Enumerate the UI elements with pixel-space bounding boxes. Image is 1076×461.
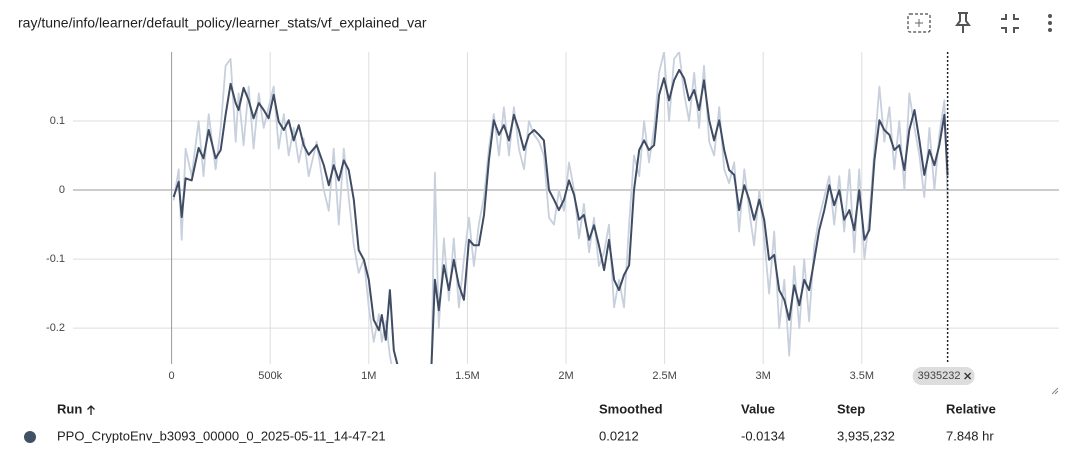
x-tick-label: 1M bbox=[361, 370, 376, 382]
x-tick-label: 3M bbox=[756, 370, 771, 382]
cursor-badge bbox=[912, 367, 975, 385]
x-tick-label: 2M bbox=[558, 370, 573, 382]
y-tick-label: -0.2 bbox=[46, 322, 65, 334]
axis-labels: -0.2 -0.1 0 0.1 0 500k 1M 1.5M 2M 2.5M 3M 3.5M 39352… bbox=[46, 115, 975, 385]
cursor-close[interactable] bbox=[964, 372, 972, 380]
collapse-button[interactable] bbox=[1001, 14, 1019, 33]
x-tick-label: 1.5M bbox=[455, 370, 479, 382]
menu-button[interactable] bbox=[1048, 14, 1052, 32]
cell: 3,935,232 bbox=[837, 428, 895, 443]
cursor-step-label: 3935232 bbox=[918, 370, 961, 382]
x-tick-label: 0 bbox=[169, 370, 175, 382]
y-tick-label: 0 bbox=[59, 184, 65, 196]
series-line bbox=[172, 52, 949, 364]
col-header[interactable]: Value bbox=[741, 401, 775, 416]
grid bbox=[73, 52, 1059, 364]
series-line bbox=[172, 68, 949, 364]
table-header: Run Smoothed Value Step Relative bbox=[57, 401, 996, 416]
cell: -0.0134 bbox=[741, 428, 785, 443]
pin-button[interactable] bbox=[955, 12, 971, 33]
col-header[interactable]: Step bbox=[837, 401, 865, 416]
plot bbox=[172, 52, 949, 364]
card-title: ray/tune/info/learner/default_policy/lea… bbox=[18, 15, 427, 31]
x-tick-label: 3.5M bbox=[850, 370, 874, 382]
col-header[interactable]: Smoothed bbox=[599, 401, 663, 416]
resize-handle[interactable] bbox=[1051, 387, 1059, 395]
y-tick-label: 0.1 bbox=[50, 115, 65, 127]
run-name: PPO_CryptoEnv_b3093_00000_0_2025-05-11_1… bbox=[57, 428, 386, 443]
x-tick-label: 2.5M bbox=[652, 370, 676, 382]
cell: 7.848 hr bbox=[946, 428, 994, 443]
fit-domain-button[interactable] bbox=[907, 13, 931, 33]
run-color bbox=[24, 431, 36, 443]
col-header[interactable]: Relative bbox=[946, 401, 996, 416]
cell: 0.0212 bbox=[599, 428, 639, 443]
table-row: PPO_CryptoEnv_b3093_00000_0_2025-05-11_1… bbox=[24, 428, 994, 443]
sort-icon bbox=[87, 405, 95, 415]
x-tick-label: 500k bbox=[258, 370, 282, 382]
col-header[interactable]: Run bbox=[57, 401, 82, 416]
y-tick-label: -0.1 bbox=[46, 253, 65, 265]
